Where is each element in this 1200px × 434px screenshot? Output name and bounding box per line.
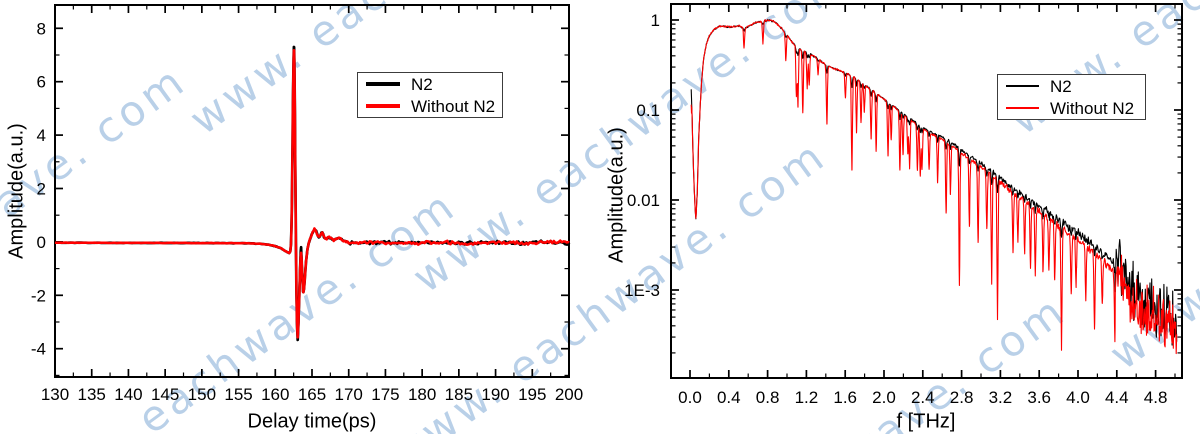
x-tick-label: 2.8 (950, 388, 974, 407)
x-tick-label: 145 (151, 385, 179, 404)
legend-entry-without-n2: Without N2 (1006, 99, 1145, 118)
right-x-axis-title: f [THz] (896, 410, 956, 433)
x-tick-label: 170 (335, 385, 363, 404)
right-legend: N2 Without N2 (997, 74, 1146, 120)
y-tick-label: 0.1 (636, 101, 660, 120)
x-tick-label: 4.0 (1066, 388, 1090, 407)
x-tick-label: 160 (261, 385, 289, 404)
right-y-axis-title: Amplitude(a.u.) (605, 127, 628, 263)
x-tick-label: 175 (371, 385, 399, 404)
legend-label-without-n2: Without N2 (411, 96, 496, 116)
legend-entry-n2: N2 (366, 75, 502, 94)
legend-label-n2: N2 (411, 74, 433, 94)
x-tick-label: 155 (224, 385, 252, 404)
legend-line-sample-without-n2 (366, 104, 400, 108)
x-tick-label: 150 (188, 385, 216, 404)
x-tick-label: 200 (555, 385, 583, 404)
x-tick-label: 0.4 (717, 388, 741, 407)
time-domain-plot: 130 135 140 145 150 155 160 165 170 175 180 185 190 1… (31, 4, 583, 404)
x-tick-label: 135 (78, 385, 106, 404)
y-tick-label: 6 (37, 73, 46, 92)
legend-entry-without-n2: Without N2 (366, 97, 502, 116)
y-tick-label: 4 (37, 126, 46, 145)
y-tick-label: -2 (31, 286, 46, 305)
x-tick-label: 4.4 (1105, 388, 1129, 407)
x-tick-label: 2.0 (872, 388, 896, 407)
frequency-spectrum-plot: 0.0 0.4 0.8 1.2 1.6 2.0 2.4 2.8 3.2 3.6 4.0 4.4 4.8 1… (624, 3, 1183, 407)
legend-line-sample-n2 (366, 82, 400, 86)
x-tick-label: 185 (445, 385, 473, 404)
x-tick-label: 1.2 (795, 388, 819, 407)
x-tick-label: 3.2 (989, 388, 1013, 407)
y-tick-label: 8 (37, 19, 46, 38)
x-tick-label: 4.8 (1144, 388, 1168, 407)
left-legend: N2 Without N2 (357, 72, 503, 118)
curve-n2 (690, 18, 1178, 346)
x-tick-label: 180 (408, 385, 436, 404)
legend-label-n2: N2 (1050, 76, 1072, 96)
y-tick-label: 0 (37, 233, 46, 252)
x-tick-label: 165 (298, 385, 326, 404)
left-y-axis-title: Amplitude(a.u.) (5, 123, 28, 259)
x-tick-label: 0.0 (678, 388, 702, 407)
plot-frame (54, 4, 570, 378)
legend-label-without-n2: Without N2 (1050, 98, 1135, 118)
plot-frame (670, 3, 1183, 379)
x-tick-label: 2.4 (911, 388, 935, 407)
x-tick-label: 0.8 (756, 388, 780, 407)
x-tick-label: 190 (481, 385, 509, 404)
x-tick-label: 130 (41, 385, 69, 404)
x-tick-label: 140 (114, 385, 142, 404)
y-tick-label: 0.01 (627, 191, 660, 210)
left-x-axis-title: Delay time(ps) (247, 410, 377, 433)
x-tick-label: 3.6 (1027, 388, 1051, 407)
y-tick-label: -4 (31, 340, 46, 359)
curve-without-n2 (54, 48, 570, 339)
x-tick-label: 1.6 (833, 388, 857, 407)
legend-line-sample-n2 (1006, 85, 1039, 87)
legend-entry-n2: N2 (1006, 77, 1145, 96)
curve-without-n2 (690, 19, 1178, 355)
y-tick-label: 1 (651, 11, 660, 30)
legend-line-sample-without-n2 (1006, 107, 1039, 109)
y-tick-label: 1E-3 (624, 281, 660, 300)
x-tick-label: 195 (518, 385, 546, 404)
y-tick-label: 2 (37, 179, 46, 198)
